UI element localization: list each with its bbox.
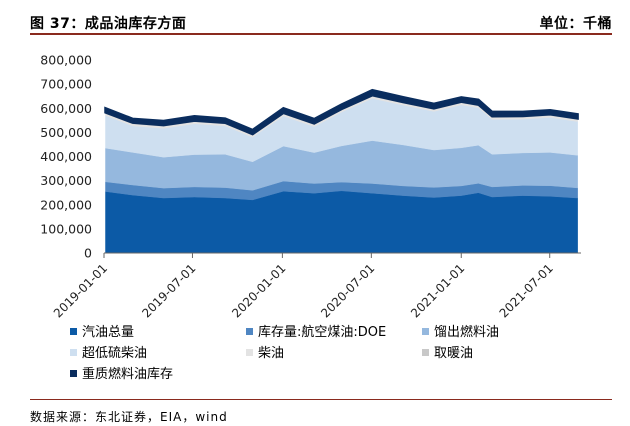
- source-note: 数据来源：东北证券，EIA，wind: [30, 410, 228, 424]
- x-tick-label: 2021-07-01: [497, 261, 556, 320]
- stacked-area-chart: 0 100,000 200,000 300,000 400,000 500,000 600,…: [40, 53, 581, 320]
- legend-item: 汽油总量: [70, 321, 134, 340]
- legend-item: 柴油: [246, 342, 284, 361]
- y-tick-label: 500,000: [40, 125, 92, 140]
- legend-label: 超低硫柴油: [82, 346, 148, 361]
- area-series-7: [104, 88, 579, 136]
- legend-label: 柴油: [258, 346, 285, 361]
- legend-item: 馏出燃料油: [422, 321, 499, 340]
- bottom-divider: [30, 399, 612, 400]
- x-tick-label: 2020-01-01: [229, 261, 288, 320]
- y-tick-label: 0: [84, 246, 92, 261]
- figure-header: 图 37：成品油库存方面 单位：千桶: [30, 9, 612, 35]
- legend-swatch: [70, 349, 77, 356]
- legend-label: 汽油总量: [82, 325, 135, 340]
- legend-label: 馏出燃料油: [434, 325, 500, 340]
- legend-swatch: [422, 349, 429, 356]
- legend-swatch: [246, 328, 253, 335]
- figure-title: 图 37：成品油库存方面: [30, 16, 187, 32]
- legend-swatch: [246, 349, 253, 356]
- legend-label: 库存量:航空煤油:DOE: [258, 325, 387, 340]
- legend-item: 库存量:航空煤油:DOE: [246, 321, 386, 340]
- y-tick-label: 800,000: [40, 53, 92, 68]
- legend-swatch: [70, 370, 77, 377]
- x-tick-label: 2021-01-01: [408, 261, 467, 320]
- y-tick-label: 400,000: [40, 149, 92, 164]
- area-series-1: [105, 190, 578, 254]
- x-tick-label: 2020-07-01: [318, 261, 377, 320]
- legend-item: 取暖油: [422, 342, 473, 361]
- y-tick-label: 600,000: [40, 101, 92, 116]
- y-tick-label: 700,000: [40, 77, 92, 92]
- legend-swatch: [70, 328, 77, 335]
- x-tick-label: 2019-07-01: [139, 261, 198, 320]
- legend-label: 重质燃料油库存: [82, 367, 174, 382]
- legend-swatch: [422, 328, 429, 335]
- y-tick-label: 300,000: [40, 173, 92, 188]
- top-divider: [30, 33, 612, 35]
- y-tick-label: 100,000: [40, 221, 92, 236]
- legend-item: 超低硫柴油: [70, 342, 147, 361]
- legend-item: 重质燃料油库存: [70, 363, 173, 382]
- unit-label: 单位：千桶: [539, 16, 612, 32]
- x-tick-label: 2019-01-01: [51, 261, 110, 320]
- legend-label: 取暖油: [434, 346, 474, 361]
- y-tick-label: 200,000: [40, 197, 92, 212]
